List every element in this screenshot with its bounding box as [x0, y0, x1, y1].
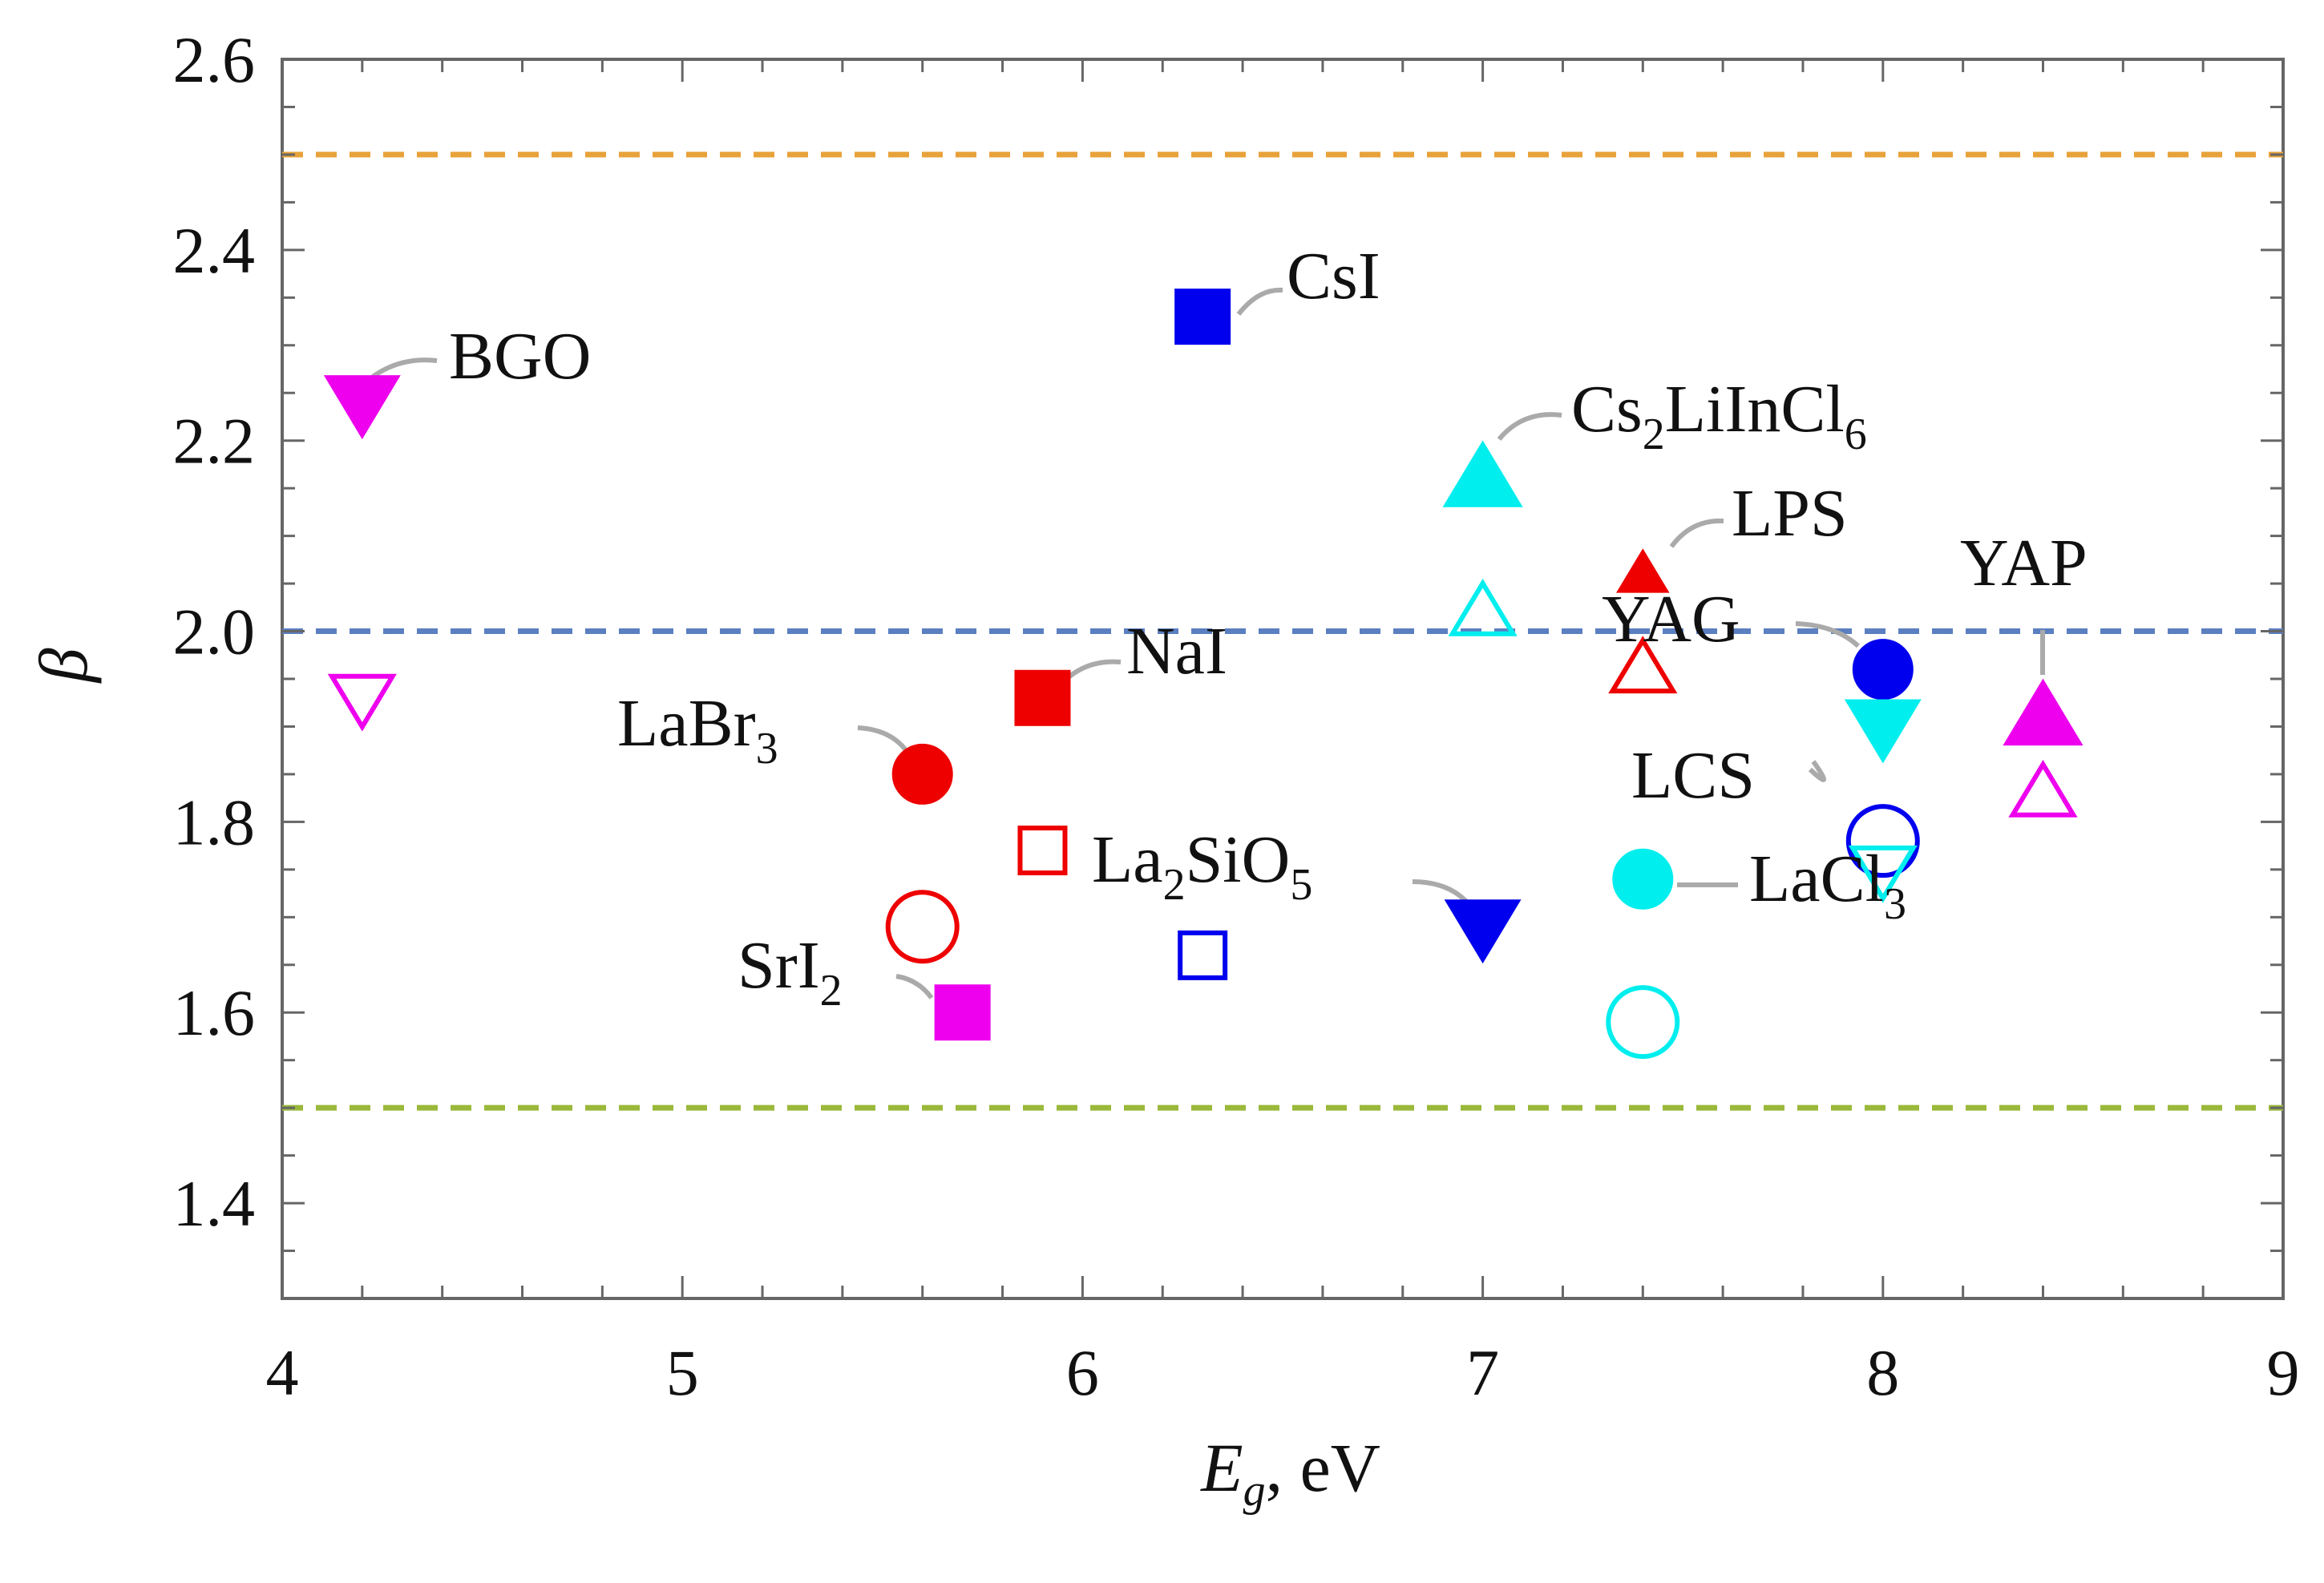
x-axis-title: Eg, eV: [1199, 1429, 1380, 1516]
x-tick-label: 7: [1466, 1336, 1499, 1409]
y-tick-label: 1.6: [173, 976, 256, 1049]
point-lacl3-open: [1606, 985, 1680, 1060]
x-tick-label: 4: [266, 1336, 299, 1409]
point-nai-filled: [1014, 669, 1071, 726]
point-yap-open: [2008, 759, 2078, 818]
x-tick-label: 9: [2267, 1336, 2300, 1409]
annotation-label: LCS: [1631, 738, 1755, 813]
x-tick-label: 5: [666, 1336, 699, 1409]
annotation-label: LaBr3: [617, 686, 778, 773]
annotation-label: LPS: [1732, 476, 1848, 551]
data-points: [323, 289, 2084, 1060]
point-la2sio5-filled: [1444, 899, 1522, 964]
point-sri2-filled: [934, 984, 991, 1041]
y-tick-label: 1.4: [173, 1167, 256, 1240]
annotation-label: CsI: [1287, 239, 1380, 313]
leader-line: [857, 725, 908, 752]
point-lcs-filled: [1844, 699, 1922, 764]
leader-line: [1795, 621, 1861, 648]
reference-lines: [282, 151, 2283, 1111]
annotation-label: YAP: [1960, 526, 2088, 600]
point-labr3-open: [885, 890, 960, 964]
annotation-label: La2SiO5: [1092, 822, 1312, 910]
axis-ticks: [281, 58, 2285, 1300]
y-tick-label: 2.2: [173, 405, 256, 478]
point-lcs-open: [1848, 845, 1918, 903]
leader-line: [1808, 760, 1827, 782]
leader-line: [895, 974, 934, 999]
point-lps-open: [1608, 636, 1678, 694]
x-tick-labels: 4 5 6 7 8 9: [266, 1336, 2300, 1409]
annotation-label: NaI: [1126, 614, 1227, 689]
y-tick-label: 2.0: [173, 596, 256, 668]
leader-line: [1497, 412, 1562, 441]
point-yag-open: [1845, 804, 1920, 878]
annotation-label: LaCl3: [1749, 842, 1906, 929]
annotation-label: YAG: [1602, 582, 1740, 656]
point-csi-filled: [1174, 289, 1231, 345]
y-tick-label: 2.6: [173, 23, 256, 96]
y-axis-title: β: [25, 648, 102, 684]
point-la2sio5-open: [1178, 930, 1228, 980]
point-bgo-open: [327, 673, 397, 732]
point-lacl3-filled: [1612, 848, 1674, 910]
leader-line: [371, 357, 438, 379]
point-lps-filled: [1616, 548, 1670, 593]
y-tick-label: 1.8: [173, 785, 256, 858]
leader-lines: [371, 287, 2045, 999]
point-cs2liincl6-open: [1448, 578, 1518, 636]
x-tick-label: 6: [1066, 1336, 1099, 1409]
point-bgo-filled: [323, 375, 401, 440]
point-nai-open: [1017, 826, 1068, 876]
leader-line: [1669, 518, 1724, 548]
y-tick-labels: 1.4 1.6 1.8 2.0 2.2 2.4 2.6: [173, 23, 256, 1240]
y-tick-label: 2.4: [173, 214, 256, 287]
point-labr3-filled: [891, 743, 953, 805]
x-tick-label: 8: [1866, 1336, 1899, 1409]
point-cs2liincl6-filled: [1442, 440, 1523, 507]
point-yap-filled: [2003, 678, 2084, 746]
annotation-label: BGO: [449, 319, 591, 394]
plot-frame: [281, 58, 2285, 1300]
leader-line: [1236, 287, 1283, 316]
annotation-label: Cs2LiInCl6: [1571, 372, 1867, 459]
point-yag-filled: [1852, 639, 1914, 701]
annotation-label: SrI2: [738, 928, 843, 1016]
point-annotations: BGO CsI Cs2LiInCl6 LPS YAG YAP NaI LaBr3 LCS La2S…: [449, 239, 2088, 1016]
